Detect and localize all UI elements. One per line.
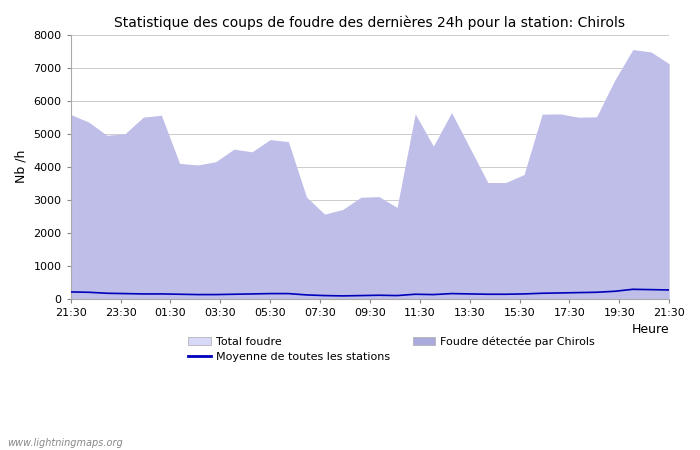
Legend: Total foudre, Moyenne de toutes les stations, Foudre détectée par Chirols: Total foudre, Moyenne de toutes les stat…	[184, 332, 599, 367]
X-axis label: Heure: Heure	[631, 323, 669, 336]
Text: www.lightningmaps.org: www.lightningmaps.org	[7, 438, 122, 448]
Y-axis label: Nb /h: Nb /h	[15, 150, 28, 183]
Title: Statistique des coups de foudre des dernières 24h pour la station: Chirols: Statistique des coups de foudre des dern…	[114, 15, 625, 30]
